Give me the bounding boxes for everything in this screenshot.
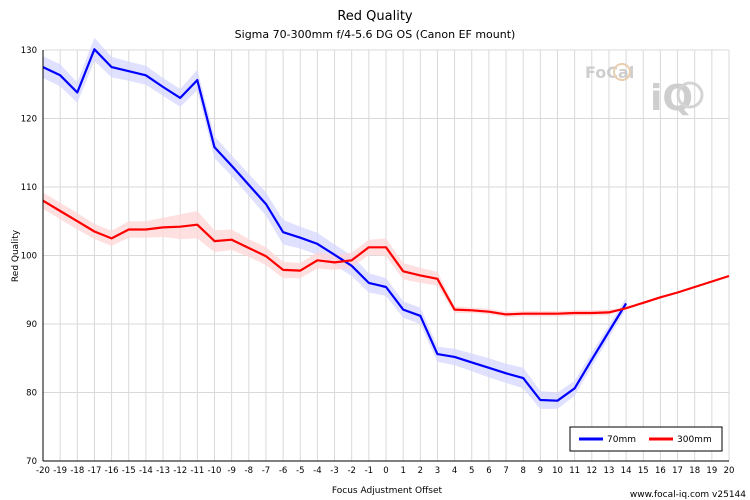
x-tick-label: -20: [36, 466, 50, 476]
x-tick-label: 18: [689, 466, 700, 476]
y-tick-label: 100: [21, 252, 37, 262]
x-tick-label: 4: [452, 466, 457, 476]
y-tick-label: 130: [21, 46, 37, 56]
x-tick-label: 11: [569, 466, 580, 476]
x-tick-label: 10: [552, 466, 563, 476]
x-tick-label: -13: [156, 466, 170, 476]
x-tick-label: -6: [279, 466, 287, 476]
focal-iq-logo: FoCal iQ: [585, 63, 704, 119]
x-tick-label: 0: [383, 466, 388, 476]
x-tick-label: -4: [313, 466, 321, 476]
x-tick-label: -14: [139, 466, 153, 476]
x-tick-label: -19: [53, 466, 67, 476]
y-tick-label: 110: [21, 183, 37, 193]
x-tick-label: 16: [655, 466, 666, 476]
x-tick-label: 8: [520, 466, 525, 476]
x-tick-label: -11: [190, 466, 204, 476]
tick-labels: -20 -19 -18 -17 -16 -15 -14 -13 -12 -11 -10 -9 -8 -7-…: [21, 46, 735, 476]
x-tick-label: -17: [88, 466, 102, 476]
legend: 70mm 300mm: [569, 426, 723, 452]
confidence-band-300mm: [43, 192, 729, 318]
chart-title: Red Quality: [337, 9, 413, 24]
y-tick-label: 80: [26, 389, 37, 399]
x-tick-label: 9: [538, 466, 543, 476]
x-tick-label: -18: [70, 466, 84, 476]
confidence-bands: [43, 37, 729, 409]
logo-ring-icon: [613, 63, 631, 81]
y-axis-label: Red Quality: [11, 229, 21, 282]
y-tick-label: 90: [26, 320, 37, 330]
x-tick-label: -7: [262, 466, 270, 476]
x-tick-label: 5: [469, 466, 474, 476]
logo-text-focal: FoCal: [585, 63, 634, 82]
x-tick-label: -8: [245, 466, 253, 476]
x-tick-label: 2: [418, 466, 423, 476]
axes: [42, 50, 729, 462]
x-tick-label: 14: [621, 466, 632, 476]
x-tick-label: 13: [604, 466, 615, 476]
x-tick-label: 15: [638, 466, 649, 476]
y-tick-label: 70: [26, 457, 37, 467]
series-lines: [42, 48, 730, 402]
x-tick-label: -1: [365, 466, 373, 476]
logo-lens-icon: [676, 81, 704, 109]
legend-label-300mm: 300mm: [677, 435, 712, 445]
x-tick-label: 6: [486, 466, 491, 476]
x-tick-label: 1: [400, 466, 405, 476]
y-tick-label: 120: [21, 115, 37, 125]
x-tick-label: -3: [330, 466, 338, 476]
x-tick-label: -2: [347, 466, 355, 476]
legend-label-70mm: 70mm: [607, 435, 636, 445]
x-tick-label: -15: [122, 466, 136, 476]
x-tick-label: -5: [296, 466, 304, 476]
x-tick-label: -10: [208, 466, 222, 476]
x-tick-label: -16: [105, 466, 119, 476]
footer-credit: www.focal-iq.com v25144: [630, 490, 746, 500]
x-tick-label: 17: [672, 466, 683, 476]
x-tick-label: 20: [724, 466, 735, 476]
x-tick-label: 3: [435, 466, 440, 476]
series-line-300mm: [42, 199, 730, 316]
x-tick-label: -9: [227, 466, 235, 476]
chart-subtitle: Sigma 70-300mm f/4-5.6 DG OS (Canon EF m…: [235, 28, 516, 41]
x-tick-label: 12: [586, 466, 597, 476]
x-tick-label: 7: [503, 466, 508, 476]
x-tick-label: 19: [706, 466, 717, 476]
series-line-70mm: [42, 48, 628, 402]
x-tick-label: -12: [173, 466, 187, 476]
x-axis-label: Focus Adjustment Offset: [332, 486, 443, 496]
